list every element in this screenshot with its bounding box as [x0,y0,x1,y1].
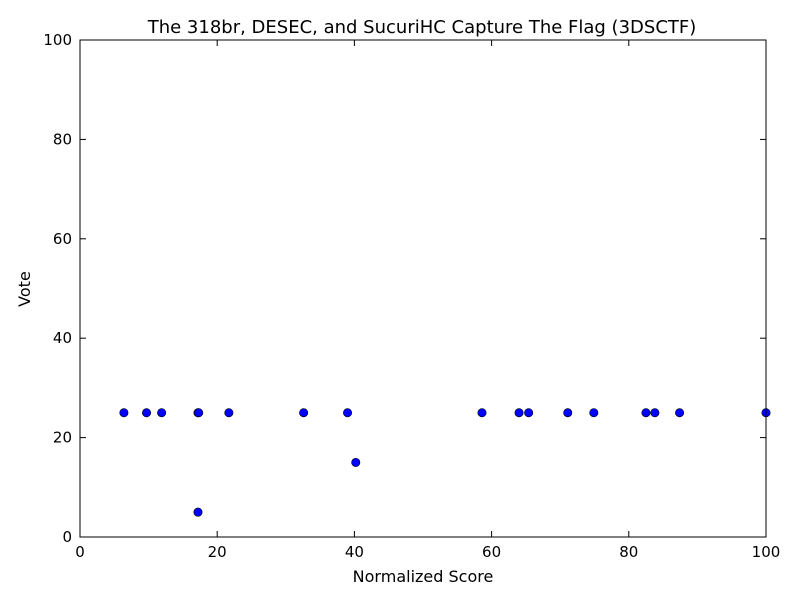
y-tick-label: 20 [53,429,72,447]
data-point [563,408,573,418]
x-tick-label: 40 [345,543,364,561]
plot-area [80,40,766,537]
x-tick-label: 80 [619,543,638,561]
data-point [675,408,685,418]
data-point [589,408,599,418]
x-axis-label: Normalized Score [353,567,494,586]
data-point [194,408,204,418]
data-point [343,408,353,418]
plot-frame [79,39,767,538]
data-point [650,408,660,418]
data-point [524,408,534,418]
y-tick-label: 0 [62,528,72,546]
y-tick-label: 60 [53,230,72,248]
data-point [351,457,361,467]
y-tick-label: 100 [43,31,72,49]
data-point [142,408,152,418]
data-point [641,408,651,418]
y-axis-label: Vote [15,271,34,307]
data-points [119,408,771,517]
x-tick-label: 20 [208,543,227,561]
data-point [477,408,487,418]
data-point [299,408,309,418]
axis-ticks: 0 20 40 60 80 100 0 20 40 60 80 100 [43,31,780,561]
data-point [157,408,167,418]
data-point [119,408,129,418]
y-tick-label: 40 [53,329,72,347]
x-tick-label: 0 [75,543,85,561]
data-point [514,408,524,418]
y-tick-label: 80 [53,130,72,148]
data-point [193,507,203,517]
x-tick-label: 100 [752,543,781,561]
chart-title: The 318br, DESEC, and SucuriHC Capture T… [147,17,697,38]
x-tick-label: 60 [482,543,501,561]
data-point [224,408,234,418]
